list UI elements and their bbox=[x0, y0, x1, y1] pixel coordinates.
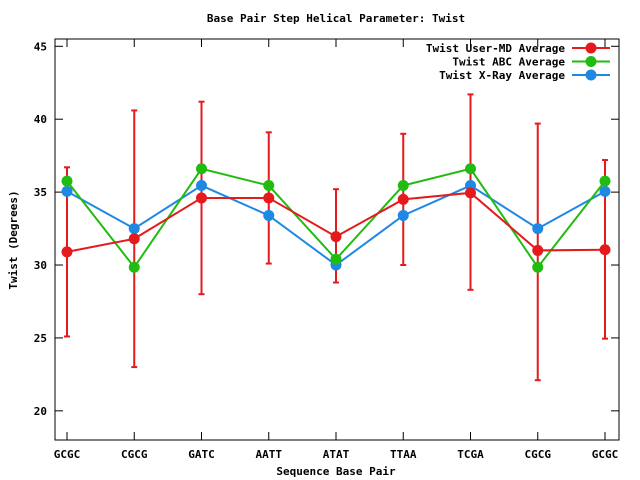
data-point bbox=[330, 253, 342, 265]
data-point bbox=[61, 175, 73, 187]
data-point bbox=[196, 180, 207, 192]
plot-frame bbox=[54, 38, 620, 441]
x-tick-label: CGCG bbox=[121, 448, 148, 461]
data-point bbox=[397, 180, 409, 192]
data-point bbox=[128, 233, 140, 245]
y-tick-label: 30 bbox=[34, 259, 47, 272]
y-tick-label: 25 bbox=[34, 332, 47, 345]
y-tick-label: 45 bbox=[34, 40, 47, 53]
x-tick-label: TTAA bbox=[390, 448, 417, 461]
data-point bbox=[599, 175, 611, 187]
legend-swatch-marker bbox=[585, 56, 597, 67]
legend-swatch-marker bbox=[585, 42, 597, 54]
data-point bbox=[397, 193, 409, 205]
data-point bbox=[263, 209, 275, 221]
chart-title: Base Pair Step Helical Parameter: Twist bbox=[207, 12, 465, 25]
y-axis-label: Twist (Degrees) bbox=[7, 190, 20, 289]
legend-label: Twist ABC Average bbox=[452, 56, 565, 69]
x-tick-label: ATAT bbox=[323, 448, 350, 461]
data-point bbox=[532, 244, 544, 256]
legend-label: Twist X-Ray Average bbox=[439, 69, 565, 82]
data-point bbox=[465, 187, 476, 199]
data-point bbox=[330, 231, 342, 243]
data-point bbox=[532, 223, 544, 235]
data-point bbox=[532, 261, 544, 273]
y-axis: 20 25 30 35 40 45 bbox=[34, 40, 619, 418]
x-tick-label: AATT bbox=[256, 448, 283, 461]
data-point bbox=[61, 185, 73, 197]
data-point bbox=[61, 246, 73, 258]
x-tick-label: GCGC bbox=[54, 448, 81, 461]
data-point bbox=[196, 163, 207, 175]
legend-label: Twist User-MD Average bbox=[426, 42, 565, 55]
data-point bbox=[263, 192, 275, 204]
y-tick-label: 35 bbox=[34, 186, 47, 199]
y-tick-label: 40 bbox=[34, 113, 47, 126]
x-tick-label: GATC bbox=[188, 448, 215, 461]
data-point bbox=[128, 223, 140, 235]
data-point bbox=[263, 180, 275, 192]
x-tick-label: TCGA bbox=[457, 448, 484, 461]
data-point bbox=[465, 163, 476, 175]
x-tick-label: GCGC bbox=[592, 448, 619, 461]
x-axis: GCGC CGCG GATC AATT ATAT TTAA TCGA CGCG GCGC bbox=[54, 39, 619, 461]
data-point bbox=[599, 185, 611, 197]
data-point bbox=[196, 192, 207, 204]
data-point bbox=[128, 261, 140, 273]
data-point bbox=[397, 209, 409, 221]
x-axis-label: Sequence Base Pair bbox=[276, 465, 396, 478]
legend-swatch-marker bbox=[585, 69, 597, 81]
data-point bbox=[599, 244, 611, 256]
series-group bbox=[61, 163, 611, 273]
y-tick-label: 20 bbox=[34, 405, 47, 418]
x-tick-label: CGCG bbox=[525, 448, 552, 461]
